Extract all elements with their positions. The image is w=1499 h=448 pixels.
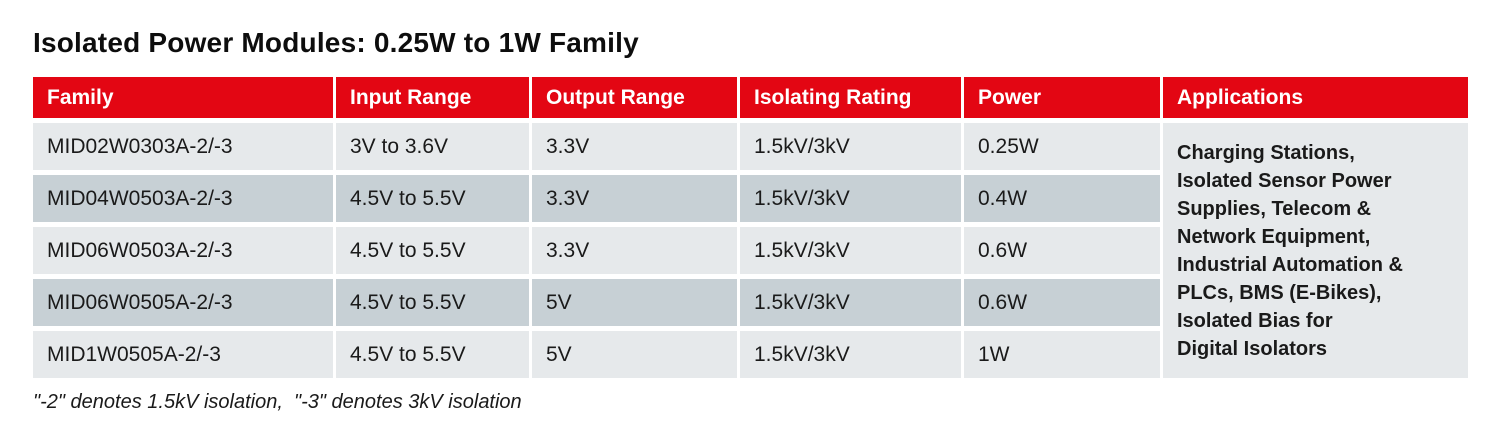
- cell-family: MID1W0505A-2/-3: [33, 331, 333, 378]
- product-table: Family Input Range Output Range Isolatin…: [33, 77, 1468, 378]
- cell-power: 0.6W: [964, 279, 1160, 326]
- cell-output-range: 3.3V: [532, 123, 737, 170]
- cell-output-range: 5V: [532, 331, 737, 378]
- cell-input-range: 4.5V to 5.5V: [336, 279, 529, 326]
- cell-input-range: 4.5V to 5.5V: [336, 331, 529, 378]
- cell-isolating-rating: 1.5kV/3kV: [740, 175, 961, 222]
- cell-power: 1W: [964, 331, 1160, 378]
- header-cell-output-range: Output Range: [532, 77, 737, 118]
- header-cell-isolating-rating: Isolating Rating: [740, 77, 961, 118]
- header-cell-applications: Applications: [1163, 77, 1468, 118]
- cell-output-range: 5V: [532, 279, 737, 326]
- footnote: "-2" denotes 1.5kV isolation, "-3" denot…: [33, 391, 522, 413]
- cell-family: MID02W0303A-2/-3: [33, 123, 333, 170]
- cell-power: 0.4W: [964, 175, 1160, 222]
- header-cell-input-range: Input Range: [336, 77, 529, 118]
- applications-cell: Charging Stations, Isolated Sensor Power…: [1163, 123, 1468, 378]
- cell-isolating-rating: 1.5kV/3kV: [740, 331, 961, 378]
- cell-family: MID06W0503A-2/-3: [33, 227, 333, 274]
- cell-output-range: 3.3V: [532, 227, 737, 274]
- cell-power: 0.6W: [964, 227, 1160, 274]
- cell-isolating-rating: 1.5kV/3kV: [740, 123, 961, 170]
- cell-output-range: 3.3V: [532, 175, 737, 222]
- cell-isolating-rating: 1.5kV/3kV: [740, 279, 961, 326]
- cell-input-range: 4.5V to 5.5V: [336, 227, 529, 274]
- cell-input-range: 4.5V to 5.5V: [336, 175, 529, 222]
- page-title: Isolated Power Modules: 0.25W to 1W Fami…: [33, 27, 639, 58]
- cell-isolating-rating: 1.5kV/3kV: [740, 227, 961, 274]
- header-cell-power: Power: [964, 77, 1160, 118]
- cell-input-range: 3V to 3.6V: [336, 123, 529, 170]
- header-cell-family: Family: [33, 77, 333, 118]
- cell-family: MID04W0503A-2/-3: [33, 175, 333, 222]
- cell-family: MID06W0505A-2/-3: [33, 279, 333, 326]
- cell-power: 0.25W: [964, 123, 1160, 170]
